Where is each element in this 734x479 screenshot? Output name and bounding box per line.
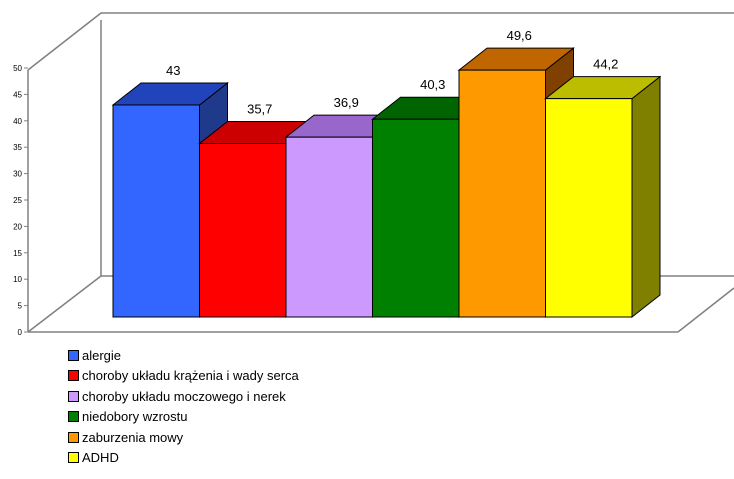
value-label-2: 35,7 [247,102,272,117]
y-tick-label: 10 [13,275,22,284]
value-label-4: 40,3 [420,77,445,92]
y-tick-label: 50 [13,64,22,73]
legend-item-alergie: alergie [68,345,299,366]
legend-item-niedobory-wzrostu: niedobory wzrostu [68,407,299,428]
bar-side [631,75,661,319]
y-tick-label: 45 [13,90,22,99]
legend-item-zaburzenia-mowy: zaburzenia mowy [68,427,299,448]
legend-swatch [68,349,79,361]
legend-item-choroby-krazenia: choroby układu krążenia i wady serca [68,366,299,387]
legend-label: zaburzenia mowy [82,429,184,445]
legend-label: niedobory wzrostu [82,409,188,425]
side-wall-top [27,12,102,71]
value-label-1: 43 [166,63,180,78]
legend-label: choroby układu moczowego i nerek [82,388,286,404]
floor-left-edge [27,275,102,333]
y-tick-label: 15 [13,249,22,258]
bar-front [112,104,200,318]
legend-swatch [68,452,79,464]
legend: alergie choroby układu krążenia i wady s… [68,345,299,468]
y-tick-label: 5 [18,302,23,311]
y-tick-label: 30 [13,170,22,179]
y-axis: 0 5 10 15 20 25 30 35 40 45 50 [13,64,29,337]
legend-swatch [68,390,79,402]
bar-front [545,98,633,318]
value-label-3: 36,9 [334,95,359,110]
legend-item-adhd: ADHD [68,448,299,469]
value-label-6: 44,2 [593,57,618,72]
y-tick-label: 0 [18,328,23,337]
legend-label: ADHD [82,450,119,466]
y-tick-label: 40 [13,117,22,126]
floor-right-edge [677,287,734,333]
bars [111,47,662,319]
y-tick-label: 25 [13,196,22,205]
bar-6 [544,75,662,319]
value-label-5: 49,6 [507,28,532,43]
y-tick-label: 20 [13,222,22,231]
bar-front [458,69,546,318]
value-labels: 43 35,7 36,9 40,3 49,6 44,2 [166,28,618,116]
bar-front [199,143,287,318]
legend-label: choroby układu krążenia i wady serca [82,368,299,384]
bar-front [285,136,373,318]
legend-item-choroby-moczowego: choroby układu moczowego i nerek [68,386,299,407]
legend-swatch [68,370,79,382]
legend-label: alergie [82,347,122,363]
bar-front [372,118,460,318]
legend-swatch [68,431,79,443]
legend-swatch [68,411,79,423]
y-tick-label: 35 [13,143,22,152]
